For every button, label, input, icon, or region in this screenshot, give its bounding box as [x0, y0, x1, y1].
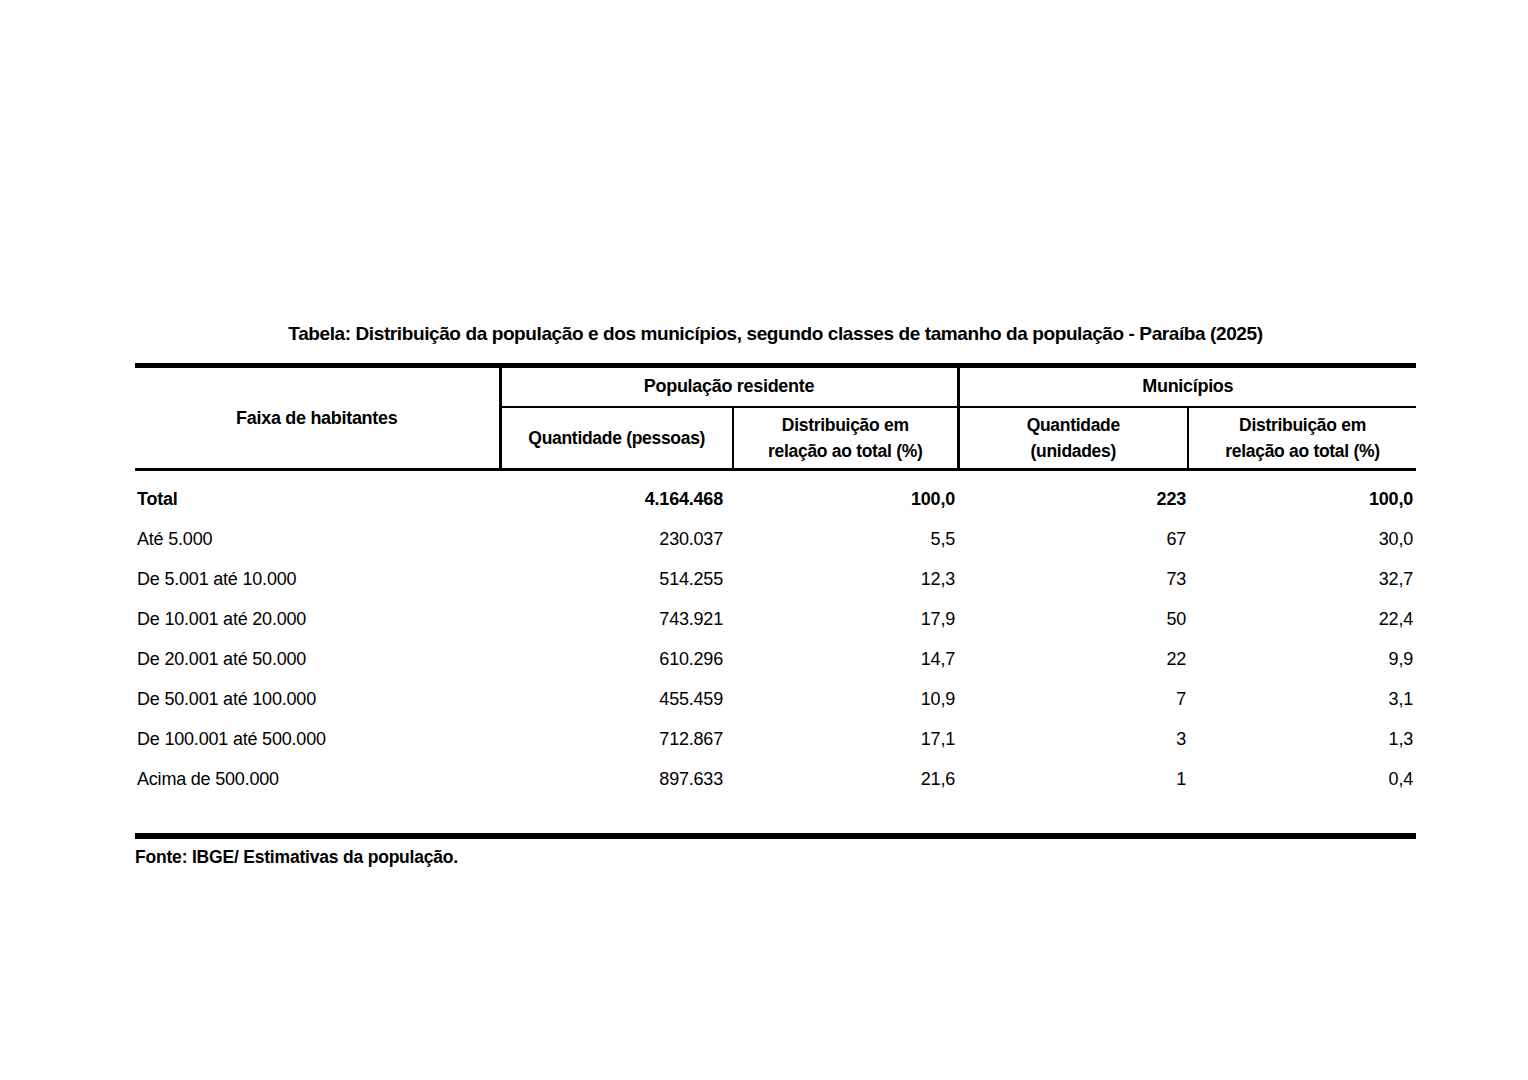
table-bottom-spacer — [135, 800, 1416, 836]
cell-mun-pct: 3,1 — [1188, 680, 1416, 720]
cell-mun-pct: 100,0 — [1188, 480, 1416, 520]
table-header: Faixa de habitantes População residente … — [135, 366, 1416, 470]
row-label: Até 5.000 — [135, 520, 500, 560]
row-label: De 10.001 até 20.000 — [135, 600, 500, 640]
row-label: Acima de 500.000 — [135, 760, 500, 800]
cell-pop-qty: 712.867 — [500, 720, 733, 760]
column-header-distribuicao-mun: Distribuição em relação ao total (%) — [1188, 407, 1416, 470]
table-row-total: Total 4.164.468 100,0 223 100,0 — [135, 480, 1416, 520]
table-body: Total 4.164.468 100,0 223 100,0 Até 5.00… — [135, 470, 1416, 836]
document-table-page: Tabela: Distribuição da população e dos … — [135, 320, 1416, 868]
group-header-row: Faixa de habitantes População residente … — [135, 366, 1416, 407]
sub-header-line: Quantidade — [960, 412, 1188, 438]
column-header-faixa-de-habitantes: Faixa de habitantes — [135, 366, 500, 470]
cell-mun-pct: 9,9 — [1188, 640, 1416, 680]
row-label: De 5.001 até 10.000 — [135, 560, 500, 600]
cell-mun-pct: 30,0 — [1188, 520, 1416, 560]
table-row: De 50.001 até 100.000 455.459 10,9 7 3,1 — [135, 680, 1416, 720]
group-header-populacao-residente: População residente — [500, 366, 958, 407]
cell-mun-qty: 3 — [958, 720, 1188, 760]
table-title: Tabela: Distribuição da população e dos … — [135, 320, 1416, 348]
sub-header-line: relação ao total (%) — [1189, 438, 1416, 464]
cell-pop-qty: 743.921 — [500, 600, 733, 640]
table-row: De 5.001 até 10.000 514.255 12,3 73 32,7 — [135, 560, 1416, 600]
cell-mun-qty: 73 — [958, 560, 1188, 600]
cell-pop-pct: 14,7 — [733, 640, 958, 680]
table-row: Até 5.000 230.037 5,5 67 30,0 — [135, 520, 1416, 560]
group-header-municipios: Municípios — [958, 366, 1416, 407]
cell-mun-pct: 1,3 — [1188, 720, 1416, 760]
sub-header-line: relação ao total (%) — [734, 438, 957, 464]
cell-pop-pct: 12,3 — [733, 560, 958, 600]
sub-header-line: Distribuição em — [734, 412, 957, 438]
table-row: De 20.001 até 50.000 610.296 14,7 22 9,9 — [135, 640, 1416, 680]
cell-mun-pct: 0,4 — [1188, 760, 1416, 800]
cell-pop-qty: 230.037 — [500, 520, 733, 560]
cell-pop-qty: 610.296 — [500, 640, 733, 680]
sub-header-line: Quantidade (pessoas) — [502, 425, 733, 451]
cell-mun-qty: 22 — [958, 640, 1188, 680]
cell-mun-qty: 7 — [958, 680, 1188, 720]
sub-header-line: (unidades) — [960, 438, 1188, 464]
row-label: De 100.001 até 500.000 — [135, 720, 500, 760]
cell-mun-pct: 32,7 — [1188, 560, 1416, 600]
table-row: Acima de 500.000 897.633 21,6 1 0,4 — [135, 760, 1416, 800]
cell-mun-qty: 50 — [958, 600, 1188, 640]
row-label: De 50.001 até 100.000 — [135, 680, 500, 720]
row-label: Total — [135, 480, 500, 520]
table-row: De 10.001 até 20.000 743.921 17,9 50 22,… — [135, 600, 1416, 640]
cell-pop-qty: 514.255 — [500, 560, 733, 600]
cell-pop-qty: 897.633 — [500, 760, 733, 800]
cell-pop-qty: 4.164.468 — [500, 480, 733, 520]
cell-pop-pct: 10,9 — [733, 680, 958, 720]
source-note: Fonte: IBGE/ Estimativas da população. — [135, 847, 1416, 868]
cell-pop-pct: 21,6 — [733, 760, 958, 800]
cell-pop-qty: 455.459 — [500, 680, 733, 720]
cell-mun-qty: 67 — [958, 520, 1188, 560]
table-top-spacer — [135, 470, 1416, 480]
table-row: De 100.001 até 500.000 712.867 17,1 3 1,… — [135, 720, 1416, 760]
cell-pop-pct: 17,9 — [733, 600, 958, 640]
cell-pop-pct: 5,5 — [733, 520, 958, 560]
row-label: De 20.001 até 50.000 — [135, 640, 500, 680]
population-distribution-table: Faixa de habitantes População residente … — [135, 363, 1416, 839]
cell-mun-qty: 1 — [958, 760, 1188, 800]
cell-mun-qty: 223 — [958, 480, 1188, 520]
cell-pop-pct: 100,0 — [733, 480, 958, 520]
cell-pop-pct: 17,1 — [733, 720, 958, 760]
column-header-quantidade-unidades: Quantidade (unidades) — [958, 407, 1188, 470]
sub-header-line: Distribuição em — [1189, 412, 1416, 438]
cell-mun-pct: 22,4 — [1188, 600, 1416, 640]
column-header-distribuicao-pop: Distribuição em relação ao total (%) — [733, 407, 958, 470]
column-header-quantidade-pessoas: Quantidade (pessoas) — [500, 407, 733, 470]
